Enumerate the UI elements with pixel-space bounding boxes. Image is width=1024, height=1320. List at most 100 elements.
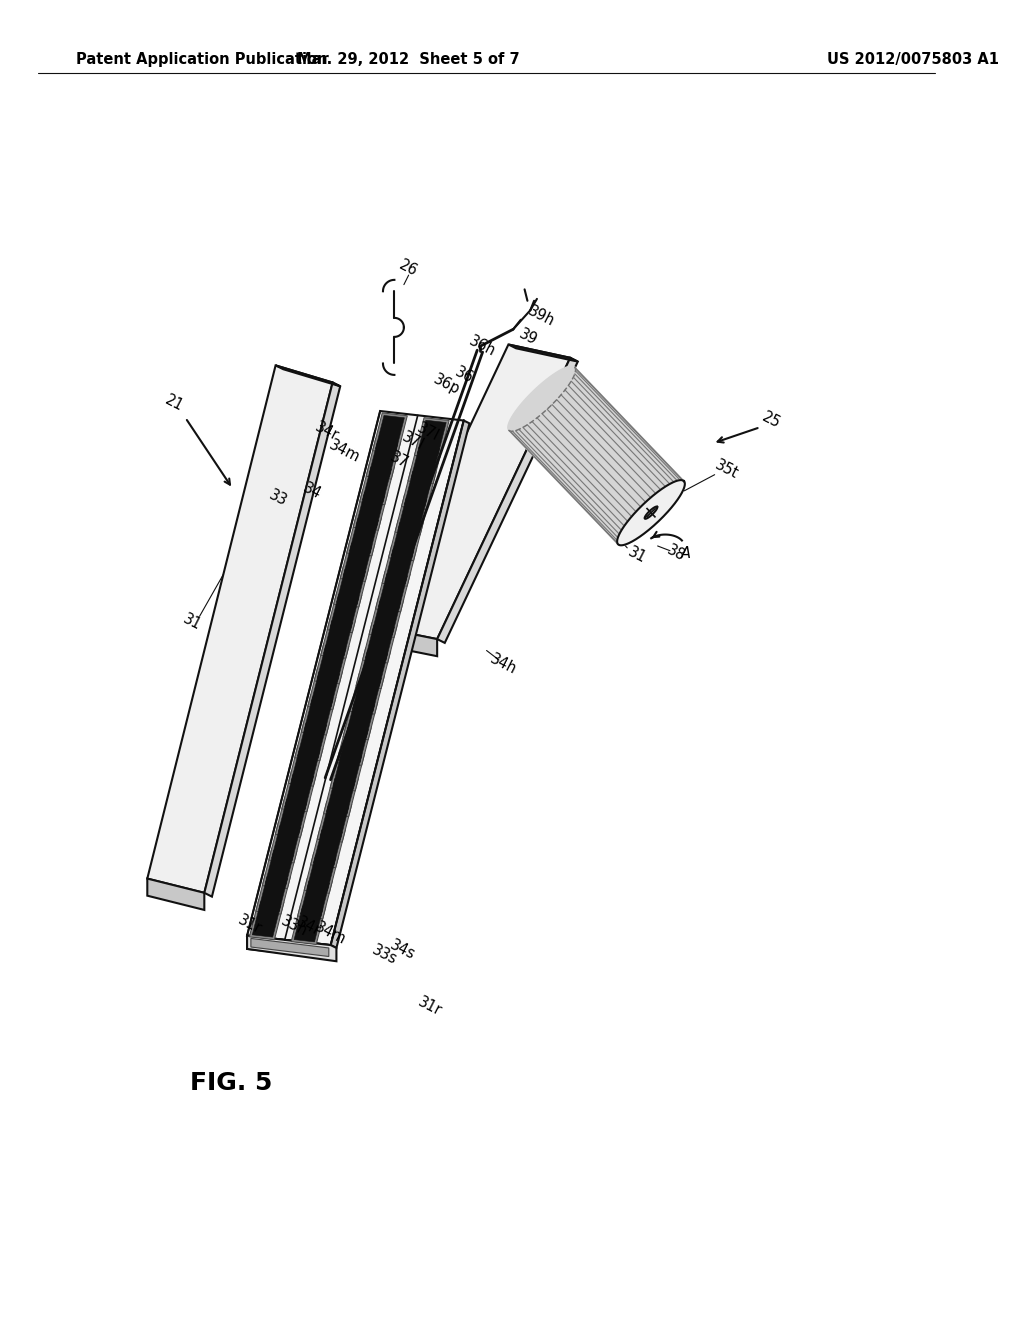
Text: 36h: 36h [467,334,499,359]
Polygon shape [340,541,375,581]
Text: 34r: 34r [312,420,341,444]
Polygon shape [289,746,323,787]
Polygon shape [301,694,336,735]
Text: 34: 34 [300,480,324,502]
Polygon shape [295,719,330,760]
Text: 31r: 31r [415,995,443,1019]
Polygon shape [415,417,450,458]
Text: 31r: 31r [236,912,264,936]
Polygon shape [282,771,316,812]
Polygon shape [347,515,381,556]
Polygon shape [250,899,284,940]
Polygon shape [294,907,323,942]
Polygon shape [346,702,375,737]
Text: 21: 21 [162,392,185,414]
Polygon shape [343,700,378,739]
Polygon shape [269,822,303,863]
Polygon shape [310,672,340,706]
Text: 25: 25 [760,409,783,432]
Polygon shape [369,441,398,477]
Polygon shape [147,366,333,892]
Polygon shape [379,574,408,610]
Text: 35t: 35t [713,458,741,482]
Polygon shape [508,366,684,544]
Polygon shape [304,853,339,894]
Polygon shape [275,797,310,837]
Polygon shape [391,523,420,558]
Polygon shape [307,855,336,891]
Polygon shape [376,627,437,656]
Polygon shape [362,467,391,502]
Polygon shape [265,850,294,886]
Polygon shape [308,669,342,709]
Text: 33s: 33s [370,942,400,968]
Polygon shape [251,939,329,957]
Polygon shape [317,801,352,842]
Text: 37: 37 [387,450,411,471]
Text: 33h: 33h [279,913,310,939]
Polygon shape [205,383,340,896]
Text: 36: 36 [453,364,475,385]
Text: 37l: 37l [400,429,427,453]
Text: 34h: 34h [487,652,519,677]
Polygon shape [359,465,394,504]
Text: 34s: 34s [388,937,418,962]
Text: A: A [681,546,691,561]
Polygon shape [271,825,300,861]
Polygon shape [321,618,355,659]
Polygon shape [331,421,469,948]
Polygon shape [298,878,333,919]
Polygon shape [340,727,369,763]
Polygon shape [247,411,464,945]
Polygon shape [330,750,365,791]
Polygon shape [252,902,281,937]
Text: 37l: 37l [414,420,441,444]
Polygon shape [398,496,427,532]
Polygon shape [356,492,385,528]
Polygon shape [349,517,379,553]
Polygon shape [376,572,411,611]
Polygon shape [418,420,446,455]
Polygon shape [362,622,397,663]
Polygon shape [259,876,288,912]
Polygon shape [401,469,436,510]
Polygon shape [404,471,433,507]
Text: 26: 26 [397,257,420,280]
Polygon shape [353,490,388,531]
Polygon shape [376,416,404,451]
Polygon shape [327,779,355,814]
Text: 31: 31 [625,545,648,566]
Polygon shape [324,776,358,817]
Polygon shape [247,936,337,961]
Polygon shape [372,599,400,635]
Polygon shape [373,413,408,454]
Polygon shape [349,673,384,714]
Polygon shape [298,722,327,758]
Polygon shape [310,828,345,867]
Polygon shape [617,480,685,545]
Polygon shape [314,643,349,684]
Polygon shape [304,697,333,733]
Polygon shape [369,597,403,638]
Polygon shape [328,591,361,632]
Text: 31: 31 [180,611,204,632]
Polygon shape [291,748,321,784]
Text: 34m: 34m [326,437,361,465]
Text: US 2012/0075803 A1: US 2012/0075803 A1 [826,51,998,67]
Polygon shape [395,495,430,535]
Polygon shape [324,620,352,656]
Polygon shape [313,830,342,865]
Text: Patent Application Publication: Patent Application Publication [76,51,328,67]
Polygon shape [645,507,657,519]
Text: FIG. 5: FIG. 5 [190,1071,272,1094]
Polygon shape [408,444,442,484]
Text: 34m: 34m [312,920,348,948]
Polygon shape [382,545,417,586]
Polygon shape [147,879,205,909]
Polygon shape [343,544,372,579]
Polygon shape [337,725,372,766]
Polygon shape [330,594,359,630]
Polygon shape [333,752,361,788]
Polygon shape [291,904,326,944]
Polygon shape [509,345,578,362]
